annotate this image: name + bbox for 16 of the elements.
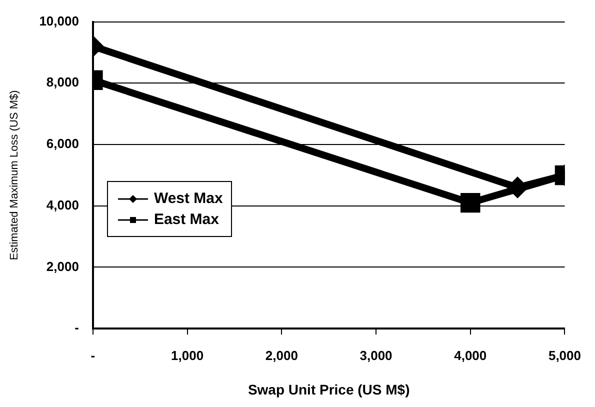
legend-label: East Max [154, 211, 219, 228]
y-tick-label: - [74, 320, 79, 336]
x-tick-label: - [90, 348, 96, 363]
x-tick-label: 1,000 [171, 348, 204, 363]
y-tick-label: 8,000 [46, 74, 79, 90]
x-tick-label: 2,000 [265, 348, 298, 363]
y-axis-title: Estimated Maximum Loss (US M$) [8, 90, 21, 260]
y-tick-label: 4,000 [46, 197, 79, 212]
y-tick-label: 6,000 [46, 136, 79, 152]
x-tick-label: 4,000 [454, 348, 487, 363]
x-tick-label: 5,000 [548, 348, 582, 363]
x-tick-label: 3,000 [360, 348, 392, 363]
y-tick-label: 10,000 [39, 13, 79, 28]
legend-label: West Max [154, 190, 223, 208]
x-axis-title: Swap Unit Price (US M$) [248, 381, 410, 398]
y-tick-label: 2,000 [46, 258, 79, 274]
